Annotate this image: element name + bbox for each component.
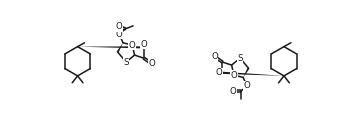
Text: O: O (211, 52, 218, 61)
Polygon shape (222, 72, 284, 76)
Polygon shape (78, 46, 144, 48)
Text: O: O (216, 68, 223, 77)
Text: O: O (230, 87, 236, 96)
Polygon shape (117, 43, 123, 53)
Text: O: O (230, 71, 237, 80)
Text: O: O (116, 22, 122, 31)
Text: S: S (237, 54, 243, 63)
Polygon shape (243, 68, 250, 77)
Text: O: O (148, 59, 155, 68)
Text: S: S (124, 57, 129, 67)
Text: O: O (129, 41, 136, 50)
Text: O: O (116, 30, 122, 39)
Text: O: O (141, 40, 147, 49)
Text: O: O (244, 81, 250, 90)
